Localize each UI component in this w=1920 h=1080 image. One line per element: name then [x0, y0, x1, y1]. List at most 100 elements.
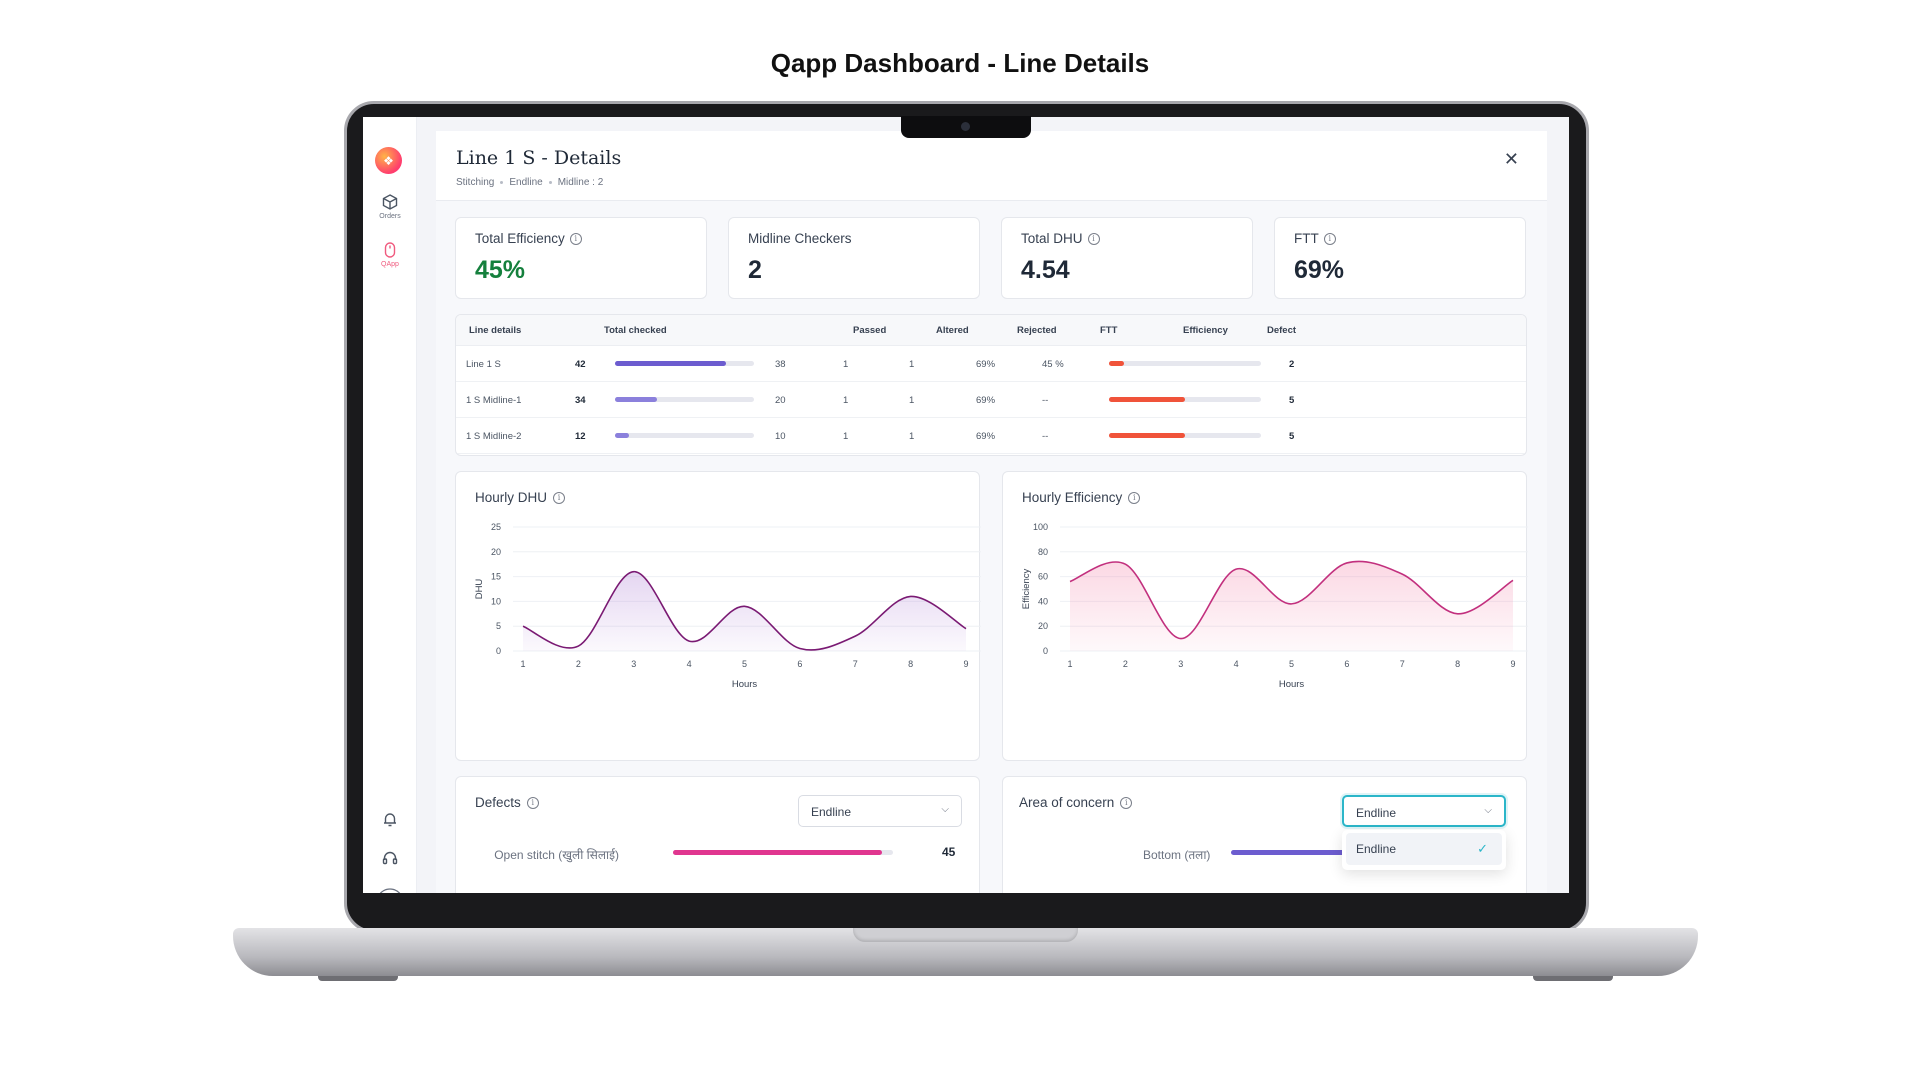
y-tick-label: 0: [1043, 646, 1048, 656]
close-button[interactable]: ✕: [1504, 149, 1519, 170]
x-tick-label: 1: [1067, 659, 1072, 669]
info-icon[interactable]: i: [553, 491, 566, 504]
notifications-button[interactable]: [363, 810, 417, 833]
efficiency-chart-svg: 0 20 40 60 80 100 1 2 3 4 5 6 7 8 9 Hours Efficiency: [1021, 522, 1528, 690]
camera-notch: [901, 116, 1031, 138]
x-tick-label: 7: [1400, 659, 1405, 669]
hourly-dhu-chart: Hourly DHU i 0 5 10 15 20 25 1 2 3 4 5 6 7 8 9 Hours DHU: [455, 471, 981, 761]
select-value: Endline: [1356, 806, 1397, 820]
defect-bar-track: [673, 850, 893, 855]
breadcrumb: Stitching Endline Midline : 2: [456, 177, 603, 188]
sidebar-item-qapp[interactable]: QApp: [363, 241, 417, 268]
screen: ❖ Orders QApp Line 1 S - Details Stitchi…: [363, 117, 1569, 893]
stat-label: FTT: [1294, 231, 1319, 246]
table-cell: 42: [575, 359, 586, 370]
x-tick-label: 4: [687, 659, 692, 669]
info-icon[interactable]: i: [1128, 491, 1141, 504]
table-cell: 1 S Midline-2: [466, 431, 522, 442]
table-row[interactable]: 1 S Midline-1 34 20 1 1 69% -- 5: [456, 382, 1526, 418]
info-icon[interactable]: i: [1087, 232, 1100, 245]
checked-bar-fill: [615, 433, 629, 438]
info-icon[interactable]: i: [569, 232, 582, 245]
info-icon[interactable]: i: [1120, 796, 1133, 809]
x-tick-label: 3: [631, 659, 636, 669]
checked-bar-fill: [615, 397, 657, 402]
defect-label: Open stitch (खुली सिलाई): [494, 848, 619, 862]
stat-value: 2: [748, 256, 762, 284]
laptop-base: [233, 928, 1698, 976]
table-cell: 1: [909, 431, 915, 442]
x-tick-label: 6: [797, 659, 802, 669]
table-row[interactable]: 1 S Midline-2 12 10 1 1 69% -- 5: [456, 418, 1526, 454]
column-header: Total checked: [604, 325, 667, 336]
y-tick-label: 0: [496, 646, 501, 656]
defects-stage-select[interactable]: Endline ⌵: [798, 795, 962, 827]
stat-card-total-efficiency: Total Efficiency i 45%: [455, 217, 707, 299]
stat-label: Midline Checkers: [748, 231, 852, 246]
defect-bar-fill: [1109, 433, 1185, 438]
defect-bar-track: [1109, 397, 1261, 402]
y-tick-label: 60: [1038, 572, 1048, 582]
table-cell: 69%: [976, 431, 996, 442]
page-title: Line 1 S - Details: [456, 147, 622, 169]
checked-bar-track: [615, 361, 754, 366]
dhu-chart-svg: 0 5 10 15 20 25 1 2 3 4 5 6 7 8 9 Hours DHU: [474, 522, 981, 690]
stat-value: 45%: [475, 256, 526, 284]
table-cell: 1: [909, 395, 915, 406]
stage-dropdown-menu: Endline ✓: [1342, 830, 1506, 870]
column-header: Efficiency: [1183, 325, 1228, 336]
bell-icon: [384, 813, 396, 827]
x-tick-label: 5: [1289, 659, 1294, 669]
hourly-efficiency-chart: Hourly Efficiency i 0 20 40 60 80 100 1 2 3 4 5 6 7 8 9…: [1002, 471, 1528, 761]
line-details-panel: Line 1 S - Details Stitching Endline Mid…: [436, 131, 1547, 893]
x-axis-label: Hours: [732, 679, 758, 690]
y-axis-label: Efficiency: [1021, 569, 1032, 610]
checked-bar-fill: [615, 361, 727, 366]
stat-label: Total Efficiency: [475, 231, 565, 246]
sidebar-item-label: Orders: [379, 213, 401, 220]
x-tick-label: 4: [1234, 659, 1239, 669]
x-tick-label: 8: [908, 659, 913, 669]
table-cell: 1: [909, 359, 915, 370]
x-tick-label: 2: [1123, 659, 1128, 669]
app-logo[interactable]: ❖: [375, 147, 402, 174]
table-header: Line details Total checked Passed Altere…: [456, 315, 1526, 346]
y-tick-label: 25: [491, 522, 501, 532]
x-tick-label: 9: [963, 659, 968, 669]
defect-bar-fill: [1109, 397, 1185, 402]
breadcrumb-item: Stitching: [456, 177, 495, 188]
support-button[interactable]: [363, 849, 417, 872]
column-header: Altered: [936, 325, 969, 336]
headset-icon: [382, 851, 398, 865]
chart-title: Hourly Efficiency: [1022, 490, 1123, 505]
table-row[interactable]: Line 1 S 42 38 1 1 69% 45 % 2: [456, 346, 1526, 382]
stat-label: Total DHU: [1021, 231, 1083, 246]
defect-bar-track: [1109, 361, 1261, 366]
defect-bar-fill: [673, 850, 882, 855]
dropdown-option-endline[interactable]: Endline ✓: [1346, 833, 1502, 865]
avatar[interactable]: [363, 887, 417, 893]
table-cell: 1: [843, 395, 849, 406]
laptop-foot: [318, 976, 398, 981]
y-axis-label: DHU: [474, 579, 485, 600]
x-tick-label: 8: [1455, 659, 1460, 669]
info-icon[interactable]: i: [526, 796, 539, 809]
table-cell: 45 %: [1042, 359, 1064, 370]
checked-bar-track: [615, 397, 754, 402]
breadcrumb-item: Endline: [509, 177, 543, 188]
x-tick-label: 6: [1344, 659, 1349, 669]
chevron-down-icon: ⌵: [1484, 805, 1492, 816]
table-cell: 5: [1289, 431, 1295, 442]
table-cell: 20: [775, 395, 786, 406]
y-tick-label: 15: [491, 572, 501, 582]
panel-header: Line 1 S - Details Stitching Endline Mid…: [436, 131, 1547, 201]
x-tick-label: 3: [1178, 659, 1183, 669]
x-tick-label: 9: [1510, 659, 1515, 669]
area-of-concern-stage-select[interactable]: Endline ⌵: [1342, 795, 1506, 827]
sidebar-item-orders[interactable]: Orders: [363, 193, 417, 220]
stat-value: 69%: [1294, 256, 1345, 284]
option-label: Endline: [1356, 842, 1397, 856]
x-tick-label: 2: [576, 659, 581, 669]
info-icon[interactable]: i: [1323, 232, 1336, 245]
breadcrumb-item: Midline : 2: [557, 177, 604, 188]
